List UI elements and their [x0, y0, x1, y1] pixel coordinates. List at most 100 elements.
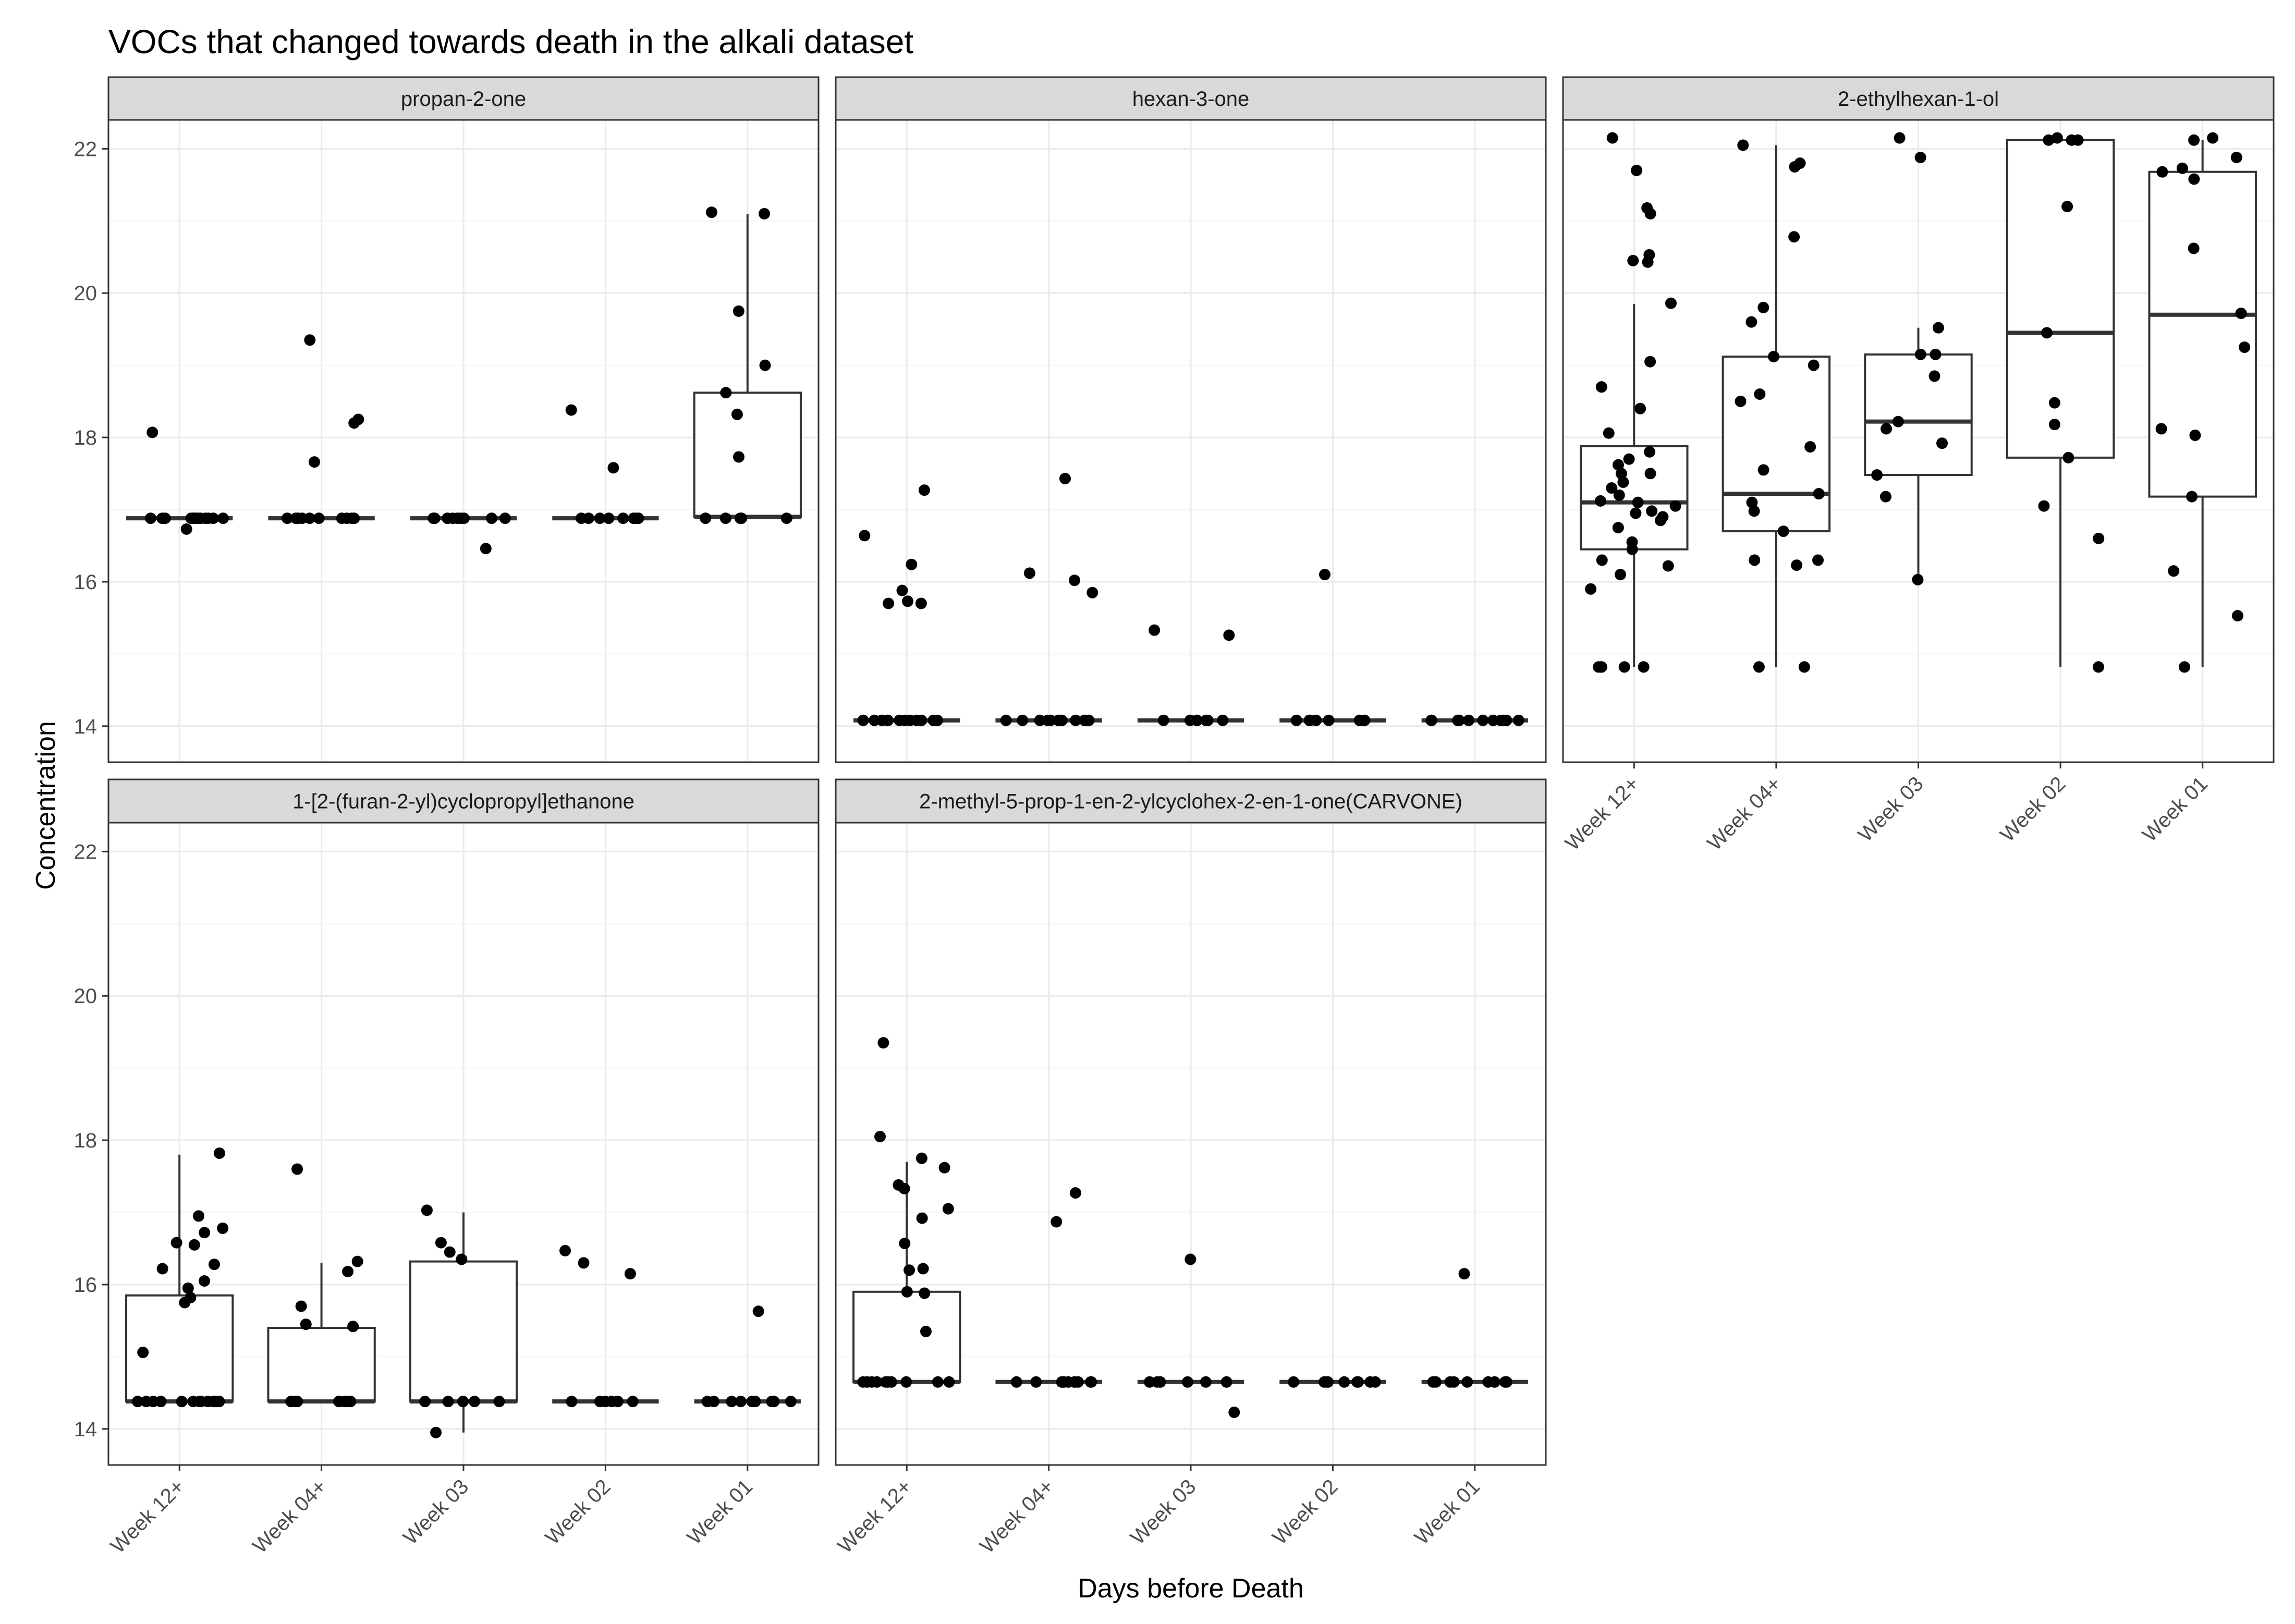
data-point — [1879, 491, 1891, 503]
data-point — [144, 512, 156, 524]
data-point — [627, 1396, 639, 1408]
data-point — [1646, 505, 1658, 517]
data-point — [199, 512, 211, 524]
x-tick-label: Week 03 — [1854, 772, 1928, 846]
x-tick-label: Week 12+ — [106, 1475, 189, 1558]
data-point — [342, 1266, 354, 1278]
data-point — [456, 1253, 468, 1265]
data-point — [1623, 453, 1635, 465]
x-tick-label: Week 04+ — [1703, 772, 1786, 855]
data-point — [1191, 714, 1203, 726]
data-point — [726, 1396, 738, 1408]
data-point — [421, 1204, 433, 1216]
data-point — [170, 1237, 182, 1249]
data-point — [1512, 714, 1524, 726]
data-point — [1303, 714, 1315, 726]
data-point — [1010, 1376, 1022, 1388]
data-point — [2239, 341, 2251, 353]
data-point — [159, 512, 171, 524]
data-point — [2230, 151, 2242, 163]
data-point — [137, 1347, 149, 1359]
x-tick-label: Week 02 — [541, 1475, 615, 1549]
data-point — [1936, 437, 1948, 449]
data-point — [566, 1396, 578, 1408]
data-point — [1353, 714, 1365, 726]
data-point — [1655, 515, 1667, 527]
data-point — [1427, 1376, 1439, 1388]
data-point — [1290, 714, 1302, 726]
data-point — [304, 334, 316, 346]
data-point — [339, 1396, 351, 1408]
y-tick-label: 22 — [74, 138, 97, 161]
data-point — [281, 512, 293, 524]
data-point — [1777, 526, 1789, 538]
x-tick-label: Week 01 — [683, 1475, 757, 1549]
y-axis-title: Concentration — [31, 721, 61, 890]
box-iqr — [693, 392, 802, 518]
data-point — [1044, 714, 1056, 726]
data-point — [1613, 459, 1625, 471]
data-point — [1154, 1376, 1166, 1388]
data-point — [1034, 714, 1046, 726]
data-point — [1220, 1376, 1232, 1388]
data-point — [582, 512, 594, 524]
data-point — [2038, 500, 2050, 512]
data-point — [578, 1257, 590, 1269]
data-point — [1351, 1376, 1363, 1388]
x-tick-label: Week 01 — [1410, 1475, 1484, 1549]
data-point — [1808, 359, 1820, 371]
data-point — [1228, 1406, 1240, 1418]
data-point — [1461, 1376, 1473, 1388]
facet-strip — [835, 778, 1547, 824]
data-point — [499, 512, 511, 524]
data-point — [348, 417, 360, 429]
data-point — [1463, 714, 1475, 726]
data-point — [877, 1037, 889, 1049]
data-point — [1200, 1376, 1212, 1388]
data-point — [1085, 1376, 1097, 1388]
data-point — [565, 404, 577, 416]
data-point — [1322, 1376, 1334, 1388]
data-point — [1754, 388, 1766, 400]
data-point — [1812, 554, 1824, 566]
data-point — [1612, 522, 1624, 534]
x-tick-label: Week 04+ — [975, 1475, 1058, 1558]
data-point — [295, 1300, 307, 1312]
data-point — [1789, 161, 1801, 173]
y-tick-label: 20 — [74, 282, 97, 305]
data-point — [2186, 491, 2198, 503]
data-point — [1644, 356, 1656, 368]
data-point — [1665, 297, 1677, 309]
data-point — [916, 1212, 928, 1224]
data-point — [1202, 714, 1214, 726]
data-point — [1615, 468, 1627, 480]
data-point — [1615, 569, 1627, 581]
data-point — [1932, 322, 1944, 334]
facet-strip — [1562, 76, 2275, 121]
data-point — [1181, 1376, 1193, 1388]
data-point — [1323, 714, 1335, 726]
data-point — [1881, 423, 1893, 435]
data-point — [2156, 166, 2168, 178]
data-point — [1631, 164, 1643, 176]
data-point — [1630, 507, 1642, 519]
y-tick-label: 18 — [74, 426, 97, 449]
data-point — [1634, 402, 1646, 414]
data-point — [1638, 661, 1650, 673]
data-point — [607, 462, 619, 474]
data-point — [883, 597, 895, 609]
data-point — [938, 1162, 950, 1174]
data-point — [2231, 609, 2243, 621]
data-point — [859, 530, 871, 542]
data-point — [1669, 500, 1681, 512]
x-tick-label: Week 03 — [399, 1475, 473, 1549]
data-point — [720, 387, 732, 399]
data-point — [132, 1396, 144, 1408]
data-point — [176, 1396, 188, 1408]
data-point — [1482, 1376, 1494, 1388]
data-point — [1644, 468, 1656, 480]
data-point — [444, 1246, 456, 1258]
data-point — [1452, 714, 1464, 726]
facet-strip-label: 2-ethylhexan-1-ol — [1838, 88, 1999, 111]
facet-panel: hexan-3-one — [835, 76, 1547, 763]
